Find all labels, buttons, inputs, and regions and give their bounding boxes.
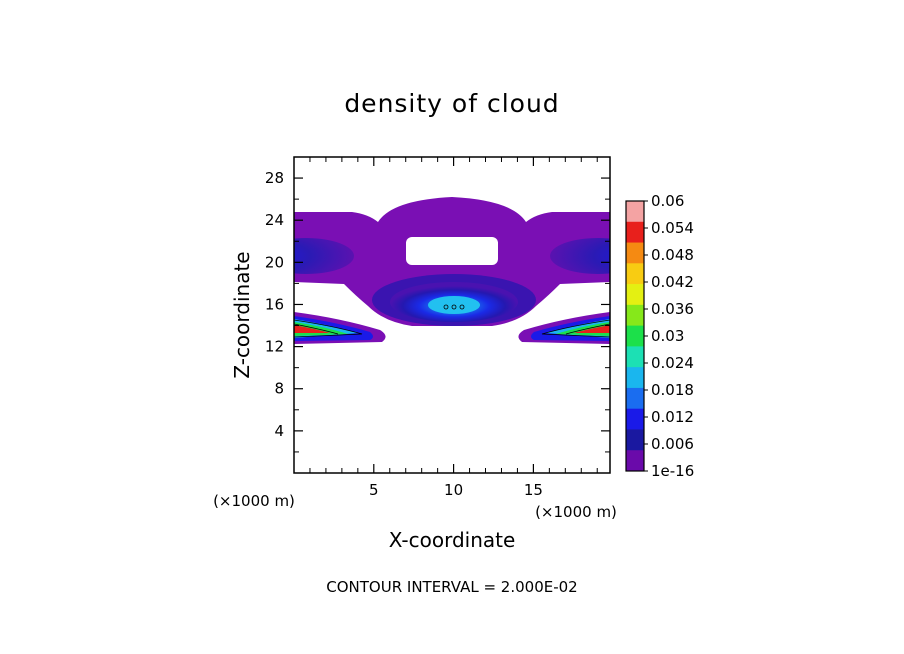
right-layer-red bbox=[574, 325, 610, 333]
x-tick-label: 15 bbox=[524, 481, 543, 499]
y-tick-label: 16 bbox=[265, 295, 284, 313]
colorbar: 0.06 0.054 0.048 0.042 0.036 0.03 0.024 0.018 0.… bbox=[625, 192, 694, 480]
colorbar-swatch bbox=[626, 367, 644, 389]
right-side-region bbox=[550, 238, 610, 274]
right-layer-contour bbox=[565, 323, 610, 335]
y-tick-label: 20 bbox=[265, 253, 284, 271]
colorbar-label: 0.042 bbox=[651, 273, 694, 291]
colorbar-swatch bbox=[626, 284, 644, 306]
colorbar-label: 0.006 bbox=[651, 435, 694, 453]
contour-interval-annotation: CONTOUR INTERVAL = 2.000E-02 bbox=[326, 578, 577, 596]
colorbar-swatch bbox=[626, 263, 644, 285]
colorbar-swatch bbox=[626, 242, 644, 264]
colorbar-label: 0.03 bbox=[651, 327, 684, 345]
y-tick-label: 24 bbox=[265, 211, 284, 229]
y-axis: 4 8 12 16 20 24 28 bbox=[265, 169, 610, 453]
y-tick-label: 28 bbox=[265, 169, 284, 187]
colorbar-label: 0.012 bbox=[651, 408, 694, 426]
colorbar-swatch bbox=[626, 346, 644, 368]
colorbar-swatch bbox=[626, 450, 644, 472]
y-axis-title: Z-coordinate bbox=[230, 251, 254, 378]
right-layer-contour bbox=[541, 319, 610, 338]
left-layer-contour bbox=[294, 323, 339, 335]
colorbar-swatch bbox=[626, 325, 644, 347]
colorbar-label: 1e-16 bbox=[651, 462, 694, 480]
hole-region bbox=[406, 237, 498, 265]
colorbar-swatch bbox=[626, 201, 644, 223]
contour-mark bbox=[451, 304, 457, 310]
x-tick-label: 5 bbox=[369, 481, 379, 499]
colorbar-label: 0.024 bbox=[651, 354, 694, 372]
colorbar-swatch bbox=[626, 304, 644, 327]
cloud-field bbox=[294, 197, 610, 344]
contour-mark bbox=[443, 304, 449, 310]
colorbar-swatch bbox=[626, 429, 644, 451]
colorbar-label: 0.018 bbox=[651, 381, 694, 399]
x-axis: 5 10 15 bbox=[309, 157, 598, 499]
contour-mark bbox=[459, 304, 465, 310]
left-layer-red bbox=[294, 325, 330, 333]
x-axis-title: X-coordinate bbox=[389, 528, 516, 552]
colorbar-label: 0.06 bbox=[651, 192, 684, 210]
left-side-region bbox=[294, 238, 354, 274]
colorbar-label: 0.036 bbox=[651, 300, 694, 318]
y-tick-label: 12 bbox=[265, 338, 284, 356]
colorbar-label: 0.054 bbox=[651, 219, 694, 237]
x-unit-label-right: (×1000 m) bbox=[535, 503, 617, 521]
y-tick-label: 8 bbox=[274, 380, 284, 398]
x-unit-label-left: (×1000 m) bbox=[213, 492, 295, 510]
plot-frame bbox=[293, 156, 611, 474]
colorbar-swatch bbox=[626, 408, 644, 430]
y-tick-label: 4 bbox=[274, 422, 284, 440]
colorbar-swatch bbox=[626, 387, 644, 410]
colorbar-swatch bbox=[626, 221, 644, 244]
x-tick-label: 10 bbox=[444, 481, 463, 499]
colorbar-label: 0.048 bbox=[651, 246, 694, 264]
chart-title: density of cloud bbox=[344, 89, 559, 118]
left-layer-contour bbox=[294, 319, 363, 338]
